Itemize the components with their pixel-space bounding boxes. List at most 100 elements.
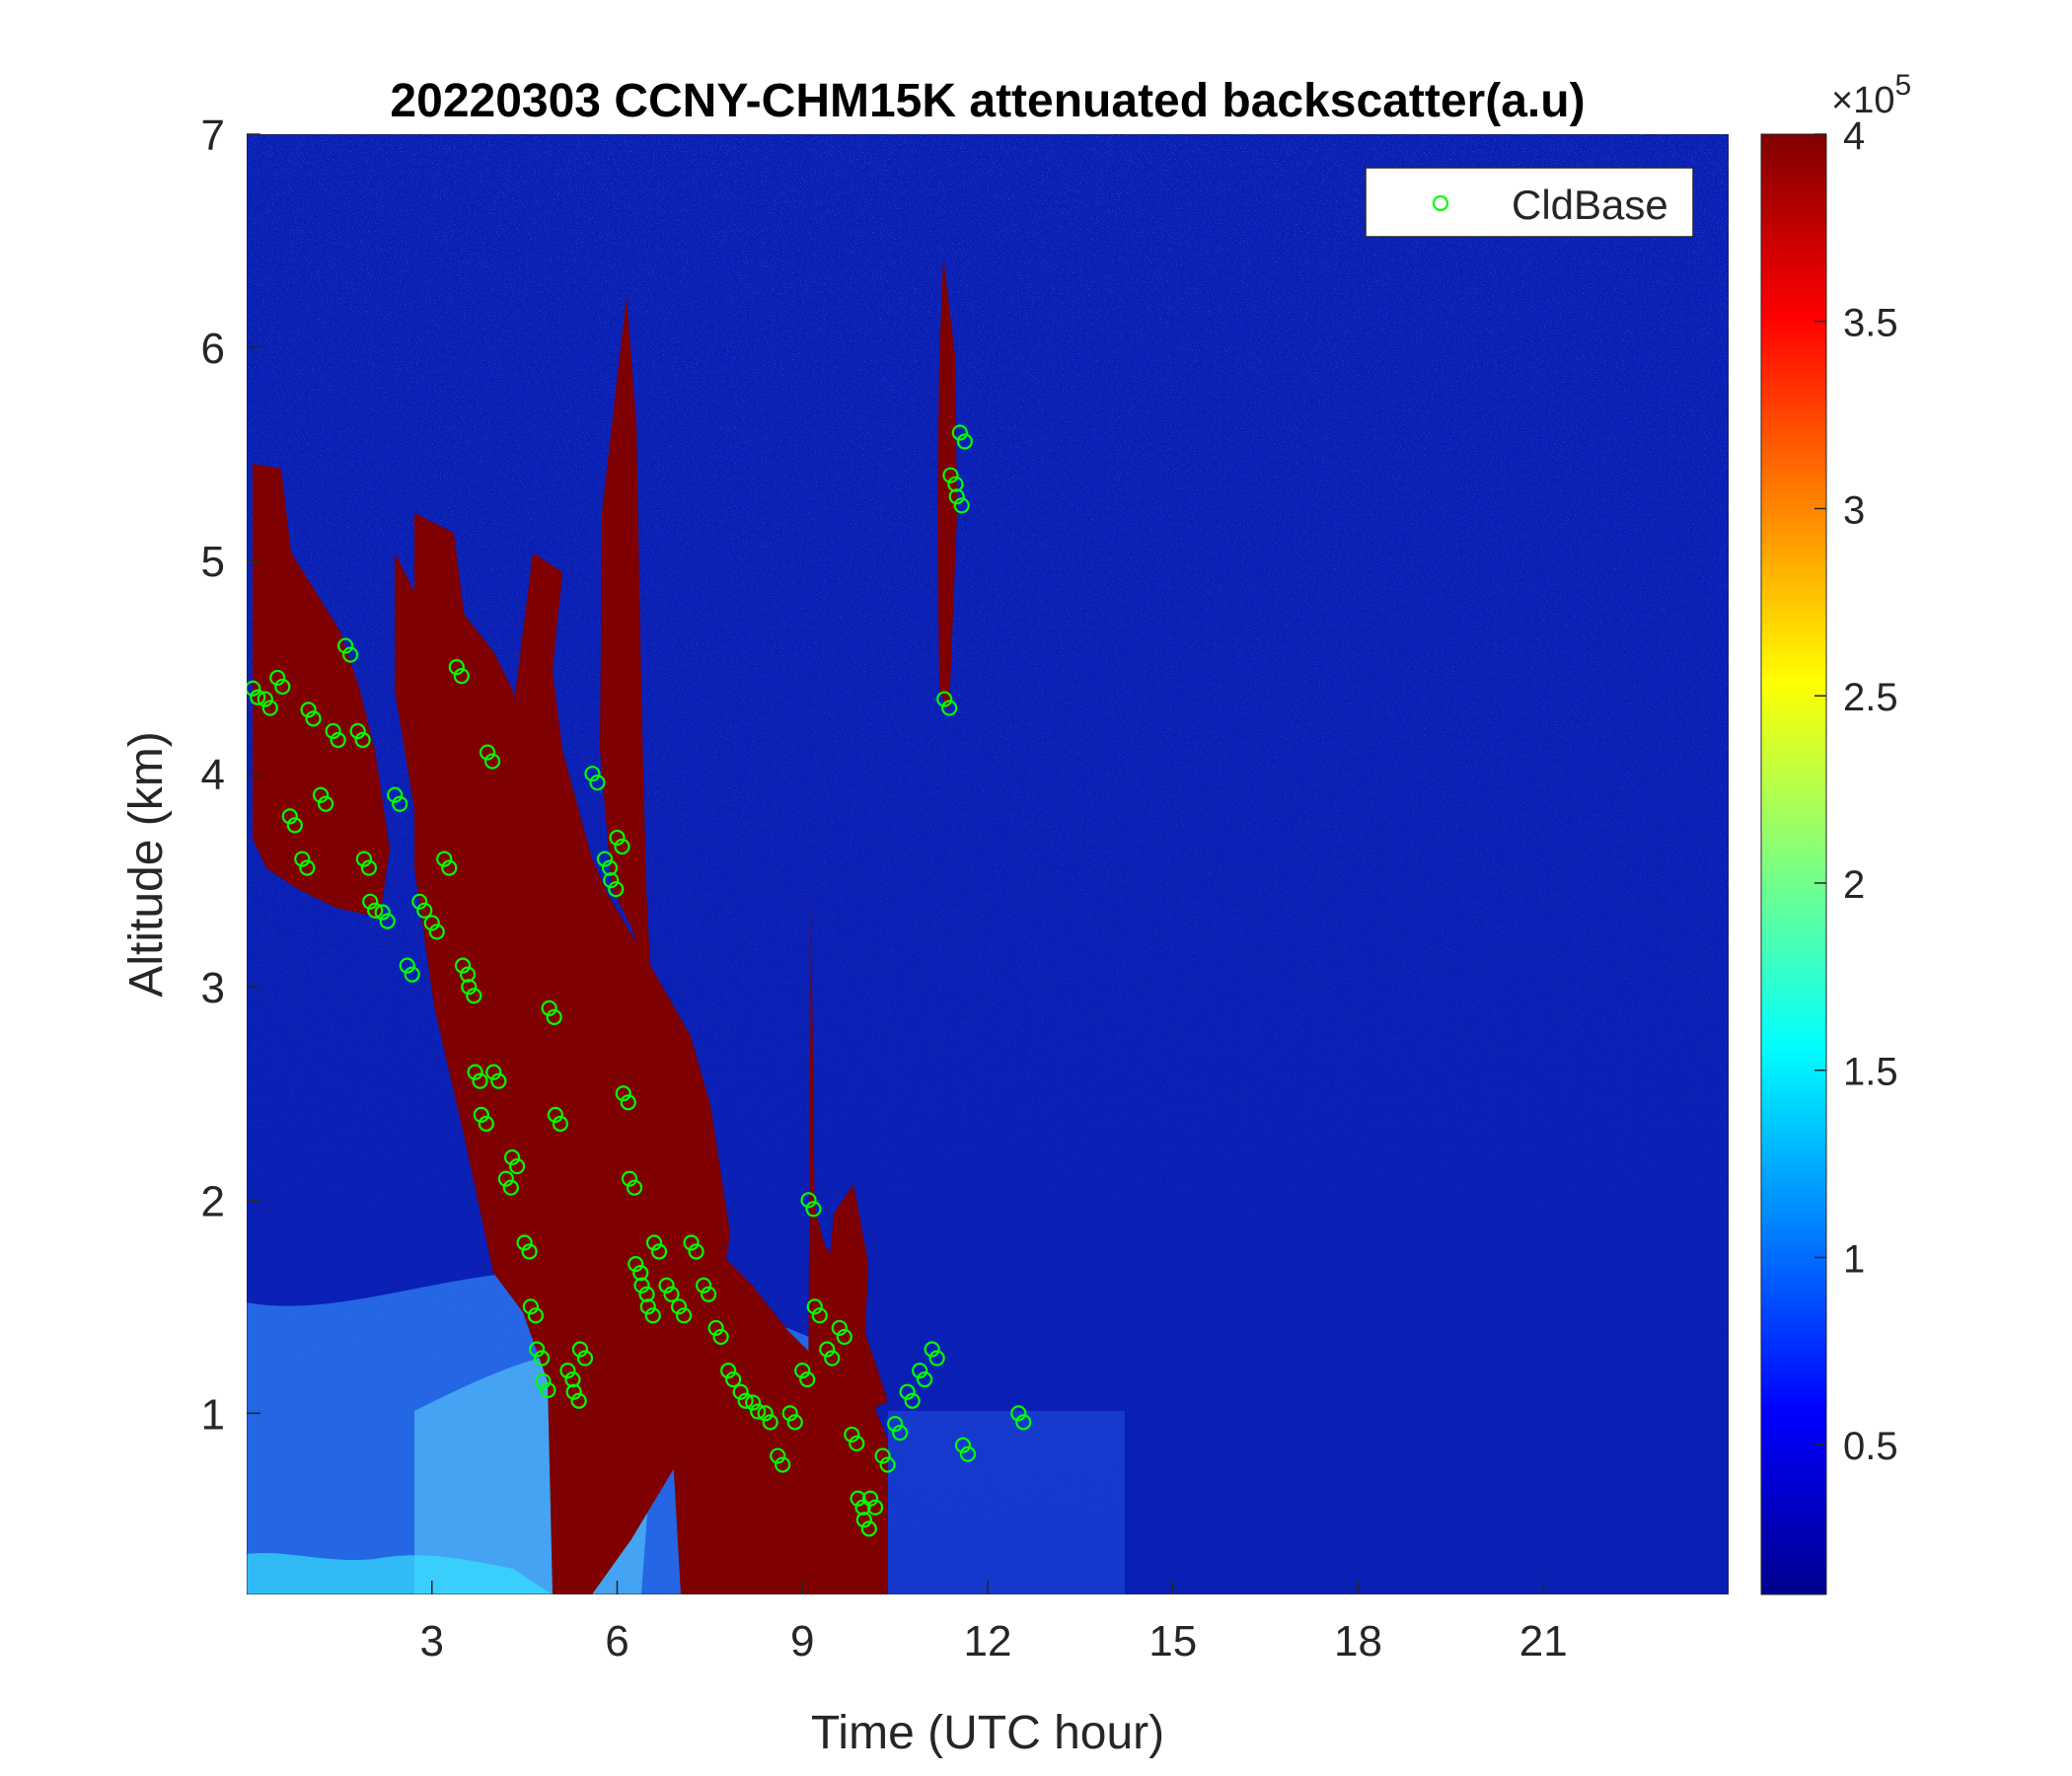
cloud-plume-11h — [937, 257, 957, 710]
colorbar-tick-label: 3 — [1843, 488, 1865, 532]
cldbase-point — [786, 1414, 803, 1431]
cldbase-point — [844, 1426, 860, 1443]
cldbase-point — [942, 467, 959, 483]
cldbase-point — [367, 902, 384, 919]
heatmap — [247, 134, 1729, 1594]
cldbase-point — [924, 1341, 940, 1358]
x-tick-label: 15 — [1148, 1617, 1197, 1665]
cldbase-point — [428, 924, 445, 940]
cldbase-point — [658, 1277, 675, 1294]
y-axis: 1 2 3 4 5 6 7 — [201, 111, 260, 1439]
cldbase-point — [294, 851, 311, 867]
cldbase-point — [928, 1350, 945, 1367]
colorbar-exponent: ×105 — [1831, 69, 1911, 121]
cldbase-point — [824, 1350, 841, 1367]
cldbase-point — [461, 979, 478, 996]
cldbase-point — [614, 838, 630, 855]
y-tick-label: 5 — [201, 538, 225, 586]
cldbase-point — [509, 1157, 526, 1175]
cldbase-point — [576, 1350, 594, 1367]
cldbase-point — [596, 851, 614, 867]
surface-layer — [247, 1552, 553, 1594]
cldbase-point — [1010, 1405, 1027, 1422]
cldbase-point — [552, 1115, 569, 1132]
cldbase-point — [855, 1512, 872, 1528]
colorbar-tick-label: 0.5 — [1843, 1425, 1898, 1468]
cldbase-point — [467, 1064, 483, 1080]
cldbase-point — [745, 1394, 762, 1411]
cldbase-point — [887, 1416, 904, 1433]
cldbase-point — [696, 1277, 712, 1294]
cldbase-point — [527, 1307, 544, 1324]
cldbase-point — [800, 1192, 817, 1209]
y-tick-label: 3 — [201, 964, 225, 1012]
cldbase-point — [286, 817, 303, 834]
cldbase-point — [836, 1328, 852, 1346]
cldbase-point — [775, 1456, 791, 1473]
colorbar: ×105 0.5 1 1.5 2 2.5 3 3.5 4 — [1760, 69, 1911, 1595]
cldbase-point — [454, 957, 472, 974]
cldbase-point — [725, 1371, 742, 1388]
cloud-morning-2 — [493, 553, 691, 1204]
cldbase-point — [529, 1341, 546, 1358]
cldbase-point — [416, 902, 433, 919]
cldbase-point — [453, 668, 470, 685]
cldbase-point — [956, 433, 973, 450]
cldbase-point — [342, 646, 359, 663]
cldbase-point — [861, 1490, 879, 1507]
cldbase-point — [387, 786, 404, 803]
cldbase-point — [650, 1243, 668, 1260]
cldbase-point — [879, 1456, 896, 1473]
cldbase-point — [504, 1148, 521, 1166]
x-tick-label: 9 — [790, 1617, 814, 1665]
cldbase-point — [794, 1363, 811, 1379]
y-tick-label: 7 — [201, 111, 225, 160]
cldbase-point — [589, 775, 606, 791]
cldbase-point — [860, 1520, 877, 1537]
x-tick-label: 18 — [1334, 1617, 1382, 1665]
x-tick-label: 12 — [964, 1617, 1012, 1665]
cldbase-point — [603, 872, 620, 889]
cldbase-point — [811, 1307, 828, 1324]
cldbase-point — [349, 722, 366, 740]
y-tick-label: 2 — [201, 1177, 225, 1225]
cldbase-point — [541, 999, 557, 1016]
colorbar-tick-label: 1 — [1843, 1237, 1865, 1281]
cloud-early — [253, 464, 390, 918]
cldbase-point — [547, 1106, 564, 1123]
cldbase-point — [850, 1490, 866, 1507]
x-tick-label: 3 — [420, 1617, 444, 1665]
cldbase-point — [608, 881, 625, 898]
cldbase-point — [675, 1307, 693, 1324]
cldbase-point — [399, 957, 415, 974]
cldbase-point — [354, 731, 371, 749]
cldbase-point — [436, 851, 453, 867]
cloud-plume-6h — [600, 296, 651, 987]
cldbase-point — [250, 689, 266, 705]
cldbase-point — [904, 1392, 921, 1409]
cldbase-point — [257, 691, 273, 707]
cldbase-point — [805, 1201, 822, 1218]
cldbase-point — [571, 1341, 589, 1358]
x-axis: 3 6 9 12 15 18 21 — [420, 1581, 1568, 1665]
cldbase-point — [948, 488, 965, 505]
cldbase-point — [799, 1371, 816, 1388]
cldbase-point — [535, 1372, 552, 1390]
cldbase-point — [521, 1243, 538, 1260]
cldbase-point — [806, 1298, 823, 1315]
cldbase-point — [959, 1445, 977, 1462]
cldbase-point — [819, 1341, 836, 1358]
y-tick-label: 6 — [201, 325, 225, 373]
cldbase-point — [866, 1499, 884, 1516]
colorbar-tick-label: 1.5 — [1843, 1051, 1898, 1094]
cldbase-point — [337, 637, 354, 654]
cldbase-point — [941, 700, 958, 716]
cldbase-point — [601, 859, 619, 876]
cldbase-point — [570, 1392, 587, 1409]
cldbase-point — [899, 1383, 916, 1400]
cldbase-point — [318, 795, 334, 812]
cldbase-point — [615, 1085, 631, 1102]
cldbase-point — [473, 1106, 489, 1123]
cldbase-point — [355, 851, 373, 867]
